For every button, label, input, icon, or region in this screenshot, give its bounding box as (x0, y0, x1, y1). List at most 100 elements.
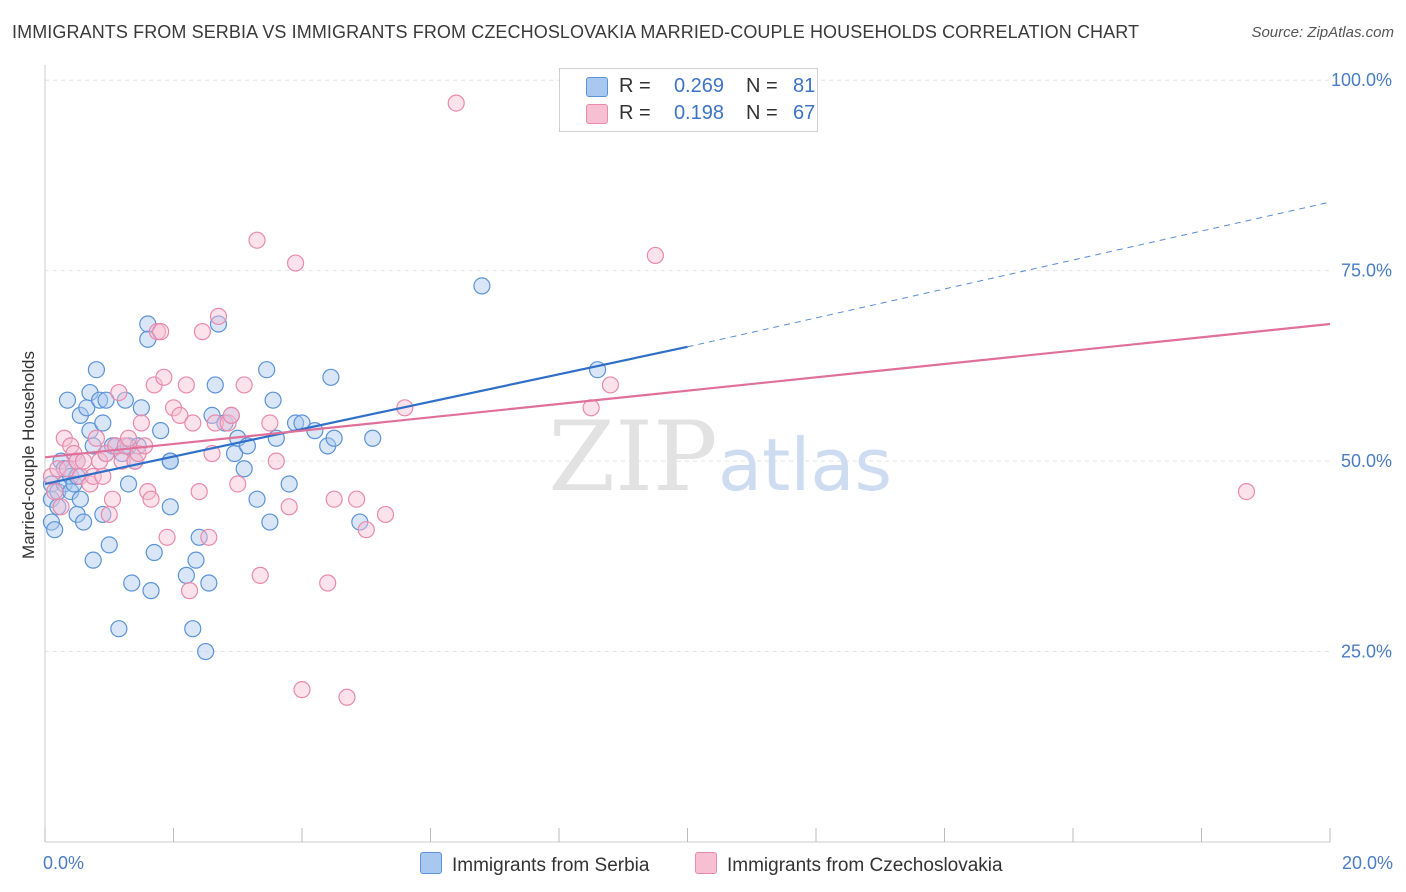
czech-point (155, 368, 173, 386)
serbia-point (123, 574, 141, 592)
serbia-point (325, 429, 343, 447)
serbia-point (91, 391, 109, 409)
serbia-point (258, 361, 276, 379)
legend-serbia-r-value: 0.269 (673, 75, 724, 97)
czech-point (119, 429, 138, 447)
czech-point (447, 94, 465, 112)
x-tick-label: 20.0% (1342, 853, 1393, 873)
czech-point (177, 376, 195, 394)
serbia-point (132, 399, 150, 417)
bottom-legend-czech: Immigrants from Czechoslovakia (695, 852, 1003, 877)
czech-point (348, 490, 366, 508)
watermark-atlas: atlas (718, 423, 892, 507)
bottom-legend-serbia: Immigrants from Serbia (420, 852, 649, 877)
czech-point (46, 482, 64, 501)
serbia-point (200, 574, 218, 592)
legend-serbia-n-value: 81 (793, 75, 816, 97)
czech-point (200, 528, 218, 546)
serbia-legend-swatch-icon (420, 852, 442, 874)
czech-point (193, 323, 212, 341)
legend-czech-r-label: R = (619, 102, 651, 124)
czech-point (100, 505, 118, 524)
serbia-point (473, 277, 491, 295)
serbia-point (190, 528, 208, 546)
czech-point (357, 521, 375, 539)
serbia-point (197, 642, 215, 661)
serbia-point (110, 620, 128, 638)
trend-lines (44, 201, 1331, 486)
y-tick-label: 100.0% (1331, 70, 1392, 90)
legend-czech-n-value: 67 (793, 102, 816, 124)
serbia-point (161, 498, 179, 516)
serbia-point (74, 513, 93, 531)
serbia-trend-line (44, 345, 688, 486)
czech-point (103, 490, 122, 508)
watermark: ZIP atlas (548, 401, 892, 513)
chart-title: IMMIGRANTS FROM SERBIA VS IMMIGRANTS FRO… (12, 22, 1140, 42)
serbia-point (364, 429, 382, 447)
serbia-point (187, 551, 205, 569)
tick-labels: 25.0% 50.0% 75.0% 100.0% 0.0% 20.0% (43, 70, 1393, 873)
serbia-point (152, 422, 170, 440)
czech-swatch-icon (586, 104, 608, 124)
czech-point (49, 460, 67, 478)
serbia-point (261, 513, 279, 531)
czech-point (190, 482, 208, 501)
serbia-trend-extension (687, 201, 1331, 348)
czech-point (229, 475, 247, 493)
serbia-point (119, 475, 138, 493)
czech-point (52, 498, 70, 516)
czech-point (180, 582, 199, 600)
serbia-point (94, 505, 112, 524)
serbia-point (264, 391, 282, 409)
source-label: Source: ZipAtlas.com (1251, 24, 1394, 41)
czech-point (152, 323, 170, 341)
czech-point (222, 406, 240, 425)
czech-point (319, 574, 337, 592)
series-serbia-points (42, 277, 607, 661)
serbia-point (322, 368, 340, 386)
bottom-legend-czech-label: Immigrants from Czechoslovakia (727, 855, 1003, 876)
serbia-point (46, 521, 64, 539)
correlation-legend: R = 0.269 N = 81 R = 0.198 N = 67 (559, 68, 818, 132)
serbia-point (235, 460, 253, 478)
czech-point (1237, 482, 1256, 501)
czech-point (376, 505, 395, 524)
czech-point (74, 452, 93, 470)
czech-point (338, 688, 356, 706)
czech-point (267, 452, 285, 470)
czech-point (87, 429, 106, 447)
czech-point (325, 490, 343, 508)
czech-point (171, 406, 189, 425)
y-tick-label: 75.0% (1341, 261, 1392, 281)
serbia-point (97, 391, 115, 409)
serbia-point (177, 566, 195, 584)
serbia-point (87, 361, 106, 379)
czech-trend-line (44, 322, 1331, 459)
czech-point (158, 528, 176, 546)
czech-point (646, 246, 664, 265)
y-axis-title: Married-couple Households (19, 351, 38, 559)
czech-point (132, 414, 150, 432)
czech-point (248, 231, 266, 249)
legend-czech-r-value: 0.198 (673, 102, 724, 124)
series-czech-points (42, 71, 1256, 706)
y-tick-label: 50.0% (1341, 451, 1392, 471)
czech-point (184, 414, 202, 432)
y-tick-label: 25.0% (1341, 642, 1392, 662)
serbia-point (58, 391, 77, 409)
x-tick-label: 0.0% (43, 853, 84, 873)
czech-point (142, 490, 160, 508)
czech-point (209, 307, 228, 325)
czech-point (286, 254, 305, 272)
legend-serbia-n-label: N = (746, 75, 778, 97)
czech-point (261, 414, 279, 432)
serbia-point (145, 543, 163, 562)
serbia-point (248, 490, 266, 508)
serbia-point (142, 582, 160, 600)
bottom-legend-serbia-label: Immigrants from Serbia (452, 855, 650, 876)
czech-point (110, 383, 128, 402)
czech-point (206, 414, 224, 432)
czech-point (293, 681, 311, 699)
